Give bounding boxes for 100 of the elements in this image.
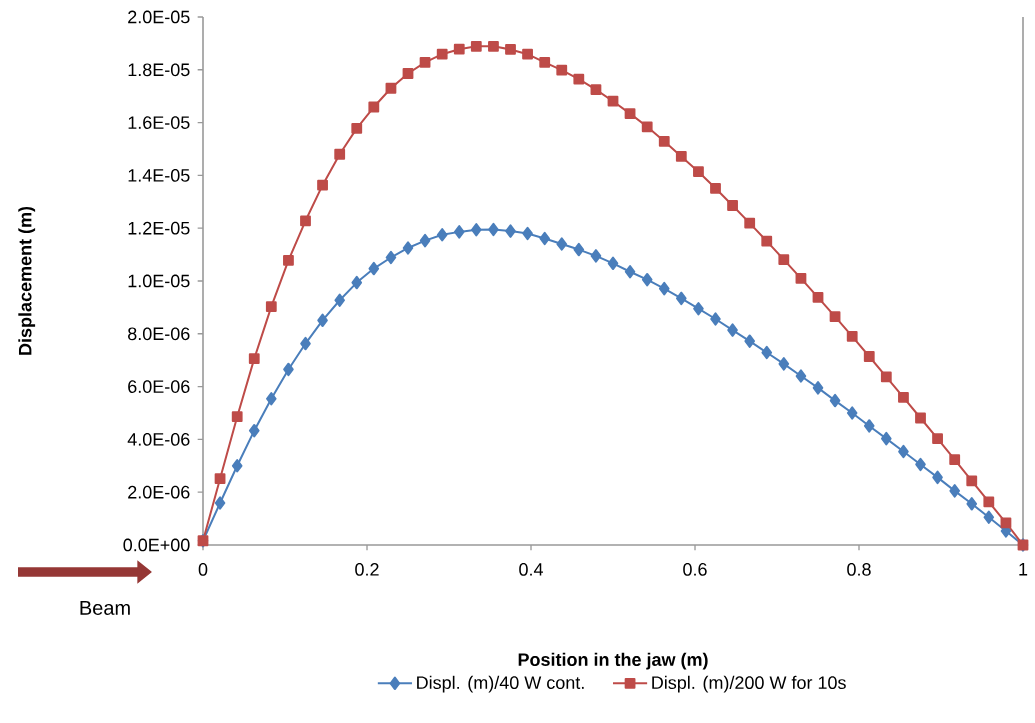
y-tick-label: 1.6E-05 xyxy=(128,116,190,129)
point xyxy=(915,412,926,424)
point xyxy=(385,82,397,94)
point xyxy=(949,484,960,498)
y-tick-label: 1.0E-05 xyxy=(128,274,190,288)
point xyxy=(351,275,363,290)
point xyxy=(778,357,790,371)
point xyxy=(556,237,568,251)
point xyxy=(983,496,995,508)
point xyxy=(539,57,551,68)
point xyxy=(658,281,670,296)
x-tick-label: 0.8 xyxy=(847,563,871,576)
point xyxy=(231,459,243,473)
point xyxy=(761,345,773,360)
point xyxy=(693,301,704,316)
point xyxy=(590,84,602,95)
point xyxy=(607,256,619,271)
point xyxy=(385,250,397,265)
point xyxy=(863,419,875,433)
point xyxy=(402,241,414,255)
point xyxy=(266,392,277,406)
point xyxy=(590,249,602,263)
point xyxy=(641,121,653,133)
point xyxy=(248,423,260,438)
point xyxy=(573,242,585,257)
point xyxy=(966,475,978,487)
point xyxy=(744,334,755,348)
point xyxy=(983,510,995,524)
point xyxy=(505,44,516,55)
point xyxy=(522,226,533,241)
point xyxy=(368,261,380,276)
point xyxy=(641,272,653,287)
point xyxy=(539,231,550,246)
point xyxy=(949,454,961,466)
y-axis-title: Displacement (m) xyxy=(18,206,36,355)
point xyxy=(488,40,499,52)
point xyxy=(522,48,533,60)
y-tick-label: 1.8E-05 xyxy=(128,63,190,77)
legend-label: Displ. (m)/40 W cont. xyxy=(417,675,584,693)
y-tick-label: 0.0E+00 xyxy=(123,538,190,552)
point xyxy=(676,291,687,306)
point xyxy=(231,411,243,423)
point xyxy=(846,331,858,342)
x-tick-label: 1 xyxy=(1019,563,1028,576)
point xyxy=(368,101,380,113)
point xyxy=(573,73,585,85)
point xyxy=(248,353,260,364)
x-tick-label: 0 xyxy=(198,563,208,576)
point xyxy=(932,433,943,444)
x-tick-label: 0.4 xyxy=(519,563,543,576)
text: Beam xyxy=(80,601,130,615)
point xyxy=(488,222,499,237)
point xyxy=(881,431,892,446)
point xyxy=(300,215,311,227)
point xyxy=(334,148,346,160)
point xyxy=(795,272,807,284)
legend-label: Displ. (m)/200 W for 10s xyxy=(652,675,846,693)
point xyxy=(351,123,363,134)
point xyxy=(693,166,704,178)
point xyxy=(470,40,482,52)
point xyxy=(710,312,721,326)
point xyxy=(829,393,841,408)
point xyxy=(317,179,328,191)
point xyxy=(317,313,328,328)
point xyxy=(471,223,482,237)
point xyxy=(402,68,414,79)
point xyxy=(505,224,516,238)
point xyxy=(453,225,465,239)
point xyxy=(419,233,431,248)
point xyxy=(214,473,226,485)
y-tick-label: 2.0E-05 xyxy=(128,10,190,24)
point xyxy=(778,254,790,265)
point xyxy=(795,369,807,383)
point xyxy=(932,470,943,485)
point xyxy=(214,496,226,510)
y-tick-label: 1.4E-05 xyxy=(128,169,190,182)
x-axis-title: Position in the jaw (m) xyxy=(518,652,708,670)
point xyxy=(675,150,687,162)
point xyxy=(727,200,738,211)
point xyxy=(283,254,294,266)
point xyxy=(846,406,858,420)
point xyxy=(880,371,892,383)
point xyxy=(898,392,909,403)
point xyxy=(863,351,875,362)
point xyxy=(658,135,670,147)
point xyxy=(829,311,841,323)
point xyxy=(761,235,773,247)
point xyxy=(436,228,448,242)
point xyxy=(265,301,277,312)
point xyxy=(915,457,926,472)
point xyxy=(1000,517,1012,529)
y-tick-label: 2.0E-06 xyxy=(128,485,190,499)
point xyxy=(812,291,824,303)
point xyxy=(898,444,909,459)
y-tick-label: 6.0E-06 xyxy=(128,380,190,393)
point xyxy=(812,381,824,395)
y-tick-label: 4.0E-06 xyxy=(127,433,190,446)
x-tick-label: 0.6 xyxy=(683,563,707,576)
point xyxy=(624,108,636,120)
point xyxy=(727,323,738,337)
